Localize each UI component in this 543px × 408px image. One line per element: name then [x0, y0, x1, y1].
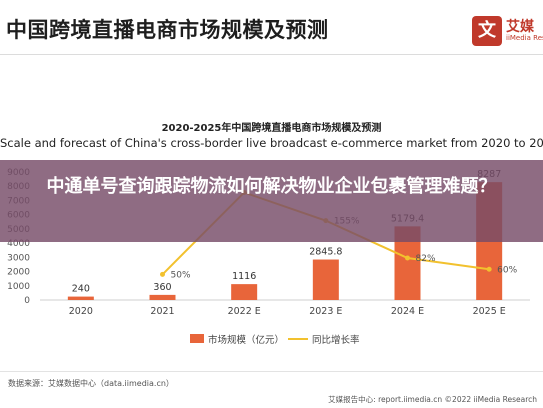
logo-name: 艾媒: [506, 19, 534, 35]
x-tick-label: 2020: [69, 306, 93, 317]
legend-label-line: 同比增长率: [312, 335, 360, 346]
y-tick-label: 2000: [7, 268, 30, 278]
y-tick-label: 4000: [7, 239, 30, 249]
article-headline[interactable]: 中通单号查询跟踪物流如何解决物业企业包裹管理难题？: [46, 176, 497, 197]
article-headline-banner[interactable]: 中通单号查询跟踪物流如何解决物业企业包裹管理难题？: [0, 160, 543, 242]
bar: [312, 259, 339, 300]
x-tick-label: 2025 E: [473, 306, 506, 317]
iimedia-logo: 文 艾媒 iiMedia Research: [470, 14, 543, 54]
growth-rate-label: 50%: [171, 270, 191, 280]
x-tick-label: 2023 E: [309, 306, 342, 317]
y-tick-label: 0: [24, 296, 30, 306]
bar-value-label: 240: [72, 284, 90, 295]
y-tick-label: 3000: [7, 253, 30, 263]
bar-value-label: 1116: [232, 271, 256, 282]
growth-rate-point: [405, 255, 410, 261]
bar: [231, 284, 258, 300]
growth-rate-label: 60%: [497, 265, 517, 275]
bar-value-label: 360: [153, 282, 171, 293]
x-tick-label: 2021: [150, 306, 174, 317]
header-divider: [0, 54, 543, 55]
bar: [67, 296, 94, 300]
chart-subtitle: Scale and forecast of China's cross-bord…: [0, 136, 543, 150]
bar: [149, 294, 176, 300]
data-source: 数据来源：艾媒数据中心（data.iimedia.cn）: [8, 379, 174, 388]
growth-rate-point: [160, 271, 165, 277]
legend-swatch-bar: [190, 334, 204, 343]
bar-value-label: 2845.8: [309, 247, 342, 258]
logo-subtitle: iiMedia Research: [506, 34, 543, 42]
growth-rate-label: 82%: [416, 254, 436, 264]
chart-legend: 市场规模（亿元） 同比增长率: [0, 332, 543, 346]
footer-divider: [0, 371, 543, 372]
legend-label-bar: 市场规模（亿元）: [208, 335, 285, 346]
page-title: 中国跨境直播电商市场规模及预测: [6, 18, 329, 42]
x-tick-label: 2024 E: [391, 306, 424, 317]
footer-credit: 艾媒报告中心: report.iimedia.cn ©2022 iiMedia …: [328, 395, 537, 404]
x-tick-label: 2022 E: [228, 306, 261, 317]
y-tick-label: 1000: [7, 282, 30, 292]
legend-swatch-line: [288, 338, 308, 340]
growth-rate-point: [486, 266, 492, 272]
logo-mark: 文: [472, 16, 502, 46]
chart-title: 2020-2025年中国跨境直播电商市场规模及预测: [161, 123, 382, 134]
